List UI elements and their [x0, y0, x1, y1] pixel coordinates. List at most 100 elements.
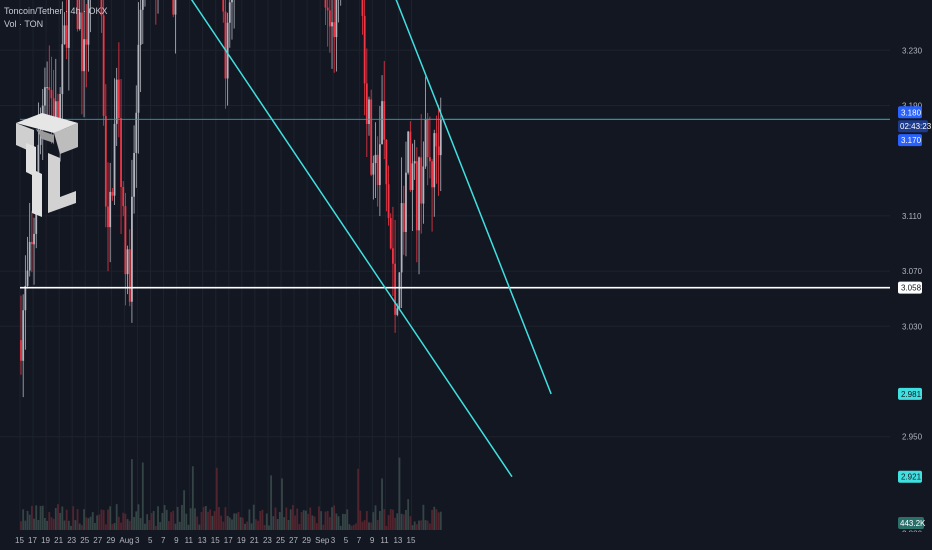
price-axis[interactable]: 3.7503.7003.6503.6003.5503.5003.4503.400…: [890, 0, 932, 550]
volume-bar: [363, 520, 366, 530]
volume-bar: [44, 517, 46, 530]
candle-body: [141, 0, 144, 10]
price-tag: [898, 281, 922, 294]
candle-body: [85, 39, 88, 45]
candle-body: [431, 161, 433, 188]
price-tick-label: 3.070: [902, 267, 923, 276]
volume-tag-label: 443.2K: [900, 519, 926, 528]
volume-bar: [57, 504, 59, 530]
volume-bar: [70, 525, 72, 530]
time-tick-label: 29: [106, 536, 115, 545]
volume-bar: [28, 514, 31, 530]
candle-body: [44, 87, 46, 106]
candle-body: [20, 340, 22, 361]
candle-body: [418, 157, 420, 231]
volume-bar: [126, 519, 129, 530]
volume-bar: [178, 521, 181, 530]
volume-bar: [268, 525, 270, 530]
volume-bar: [335, 513, 338, 530]
volume-bar: [309, 507, 312, 530]
time-axis[interactable]: 15 17 19 21 23 25 27 29 Aug 3 5 7 9 11 13 15 17 19 21 23 25 2…: [0, 532, 932, 550]
volume-bar: [400, 513, 403, 530]
volume-bar: [359, 510, 362, 530]
volume-bar: [426, 520, 429, 530]
time-tick-label: 13: [393, 536, 402, 545]
volume-bar: [315, 523, 318, 530]
volume-bar: [215, 467, 218, 530]
candle-body: [439, 119, 442, 156]
candle-body: [376, 154, 379, 186]
volume-bar: [326, 511, 329, 530]
volume-bar: [220, 515, 222, 530]
volume-bar: [361, 521, 364, 530]
candle-body: [131, 196, 133, 302]
volume-bar: [150, 513, 153, 530]
candle-body: [392, 248, 394, 264]
candle-body: [361, 0, 364, 16]
candle-body: [126, 249, 129, 275]
price-tag-label: 2.981: [901, 390, 922, 399]
candle-body: [54, 101, 57, 128]
volume-bar: [357, 468, 360, 530]
candle-body: [429, 157, 431, 162]
symbol-title[interactable]: Toncoin/Tether · 4h · OKX: [4, 6, 108, 16]
volume-bar: [331, 507, 333, 530]
volume-bar: [324, 511, 327, 530]
price-tag: [898, 134, 922, 147]
candle-body: [335, 0, 338, 38]
volume-bar: [385, 525, 388, 530]
volume-bar: [111, 524, 114, 530]
volume-bar: [61, 506, 64, 530]
candle-body: [363, 15, 366, 84]
volume-bar: [394, 517, 396, 530]
volume-bar: [261, 509, 264, 530]
volume-bar: [189, 508, 192, 530]
volume-bar: [30, 505, 33, 530]
volume-bar: [224, 507, 227, 530]
volume-bar: [35, 505, 38, 530]
candle-body: [76, 0, 79, 29]
volume-bar: [313, 516, 316, 530]
candle-body: [46, 87, 48, 89]
volume-bar: [322, 524, 325, 530]
time-tick-label: 21: [250, 536, 259, 545]
time-tick-label: 29: [302, 536, 311, 545]
volume-bar: [278, 512, 281, 530]
candle-body: [117, 79, 120, 119]
candle-body: [435, 133, 438, 147]
volume-bar: [250, 523, 253, 530]
candle-body: [228, 2, 231, 23]
time-tick-label: 23: [263, 536, 272, 545]
volume-bar: [157, 506, 159, 530]
volume-bar: [115, 504, 118, 530]
volume-bar: [248, 509, 251, 530]
candle-body: [63, 25, 66, 45]
volume-bar: [211, 515, 214, 530]
volume-bar: [276, 519, 279, 530]
volume-bar: [392, 509, 394, 530]
candle-body: [383, 101, 386, 140]
volume-bar: [96, 515, 99, 530]
price-tick-label: 2.950: [902, 433, 923, 442]
volume-bar: [422, 504, 425, 530]
volume-bar: [437, 512, 440, 530]
volume-bar: [213, 511, 216, 530]
volume-bar: [365, 511, 368, 530]
volume-bar: [128, 520, 131, 530]
volume-bar: [218, 506, 220, 530]
candle-body: [426, 118, 429, 158]
candle-body: [333, 22, 336, 38]
trendline-lower: [190, 0, 513, 478]
volume-indicator-label[interactable]: Vol · TON: [4, 19, 44, 29]
countdown-tag: [898, 120, 928, 133]
volume-bar: [370, 522, 373, 530]
volume-bar: [204, 506, 207, 530]
volume-bar: [209, 509, 212, 530]
countdown-label: 02:43:23: [900, 122, 932, 131]
candle-body: [405, 172, 407, 232]
candle-body: [420, 157, 423, 204]
time-tick-label: 15: [407, 536, 416, 545]
volume-bar: [24, 520, 27, 530]
volume-bar: [355, 523, 357, 530]
